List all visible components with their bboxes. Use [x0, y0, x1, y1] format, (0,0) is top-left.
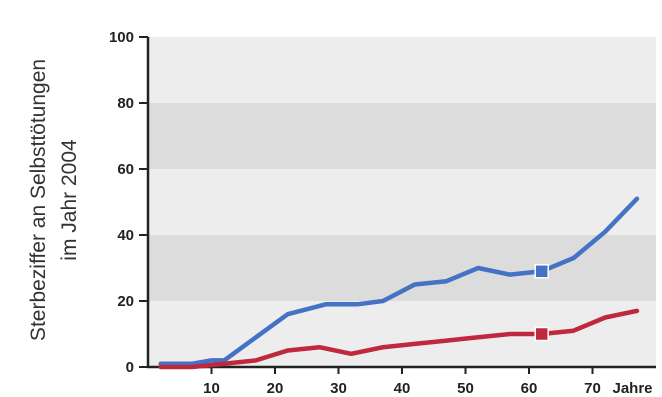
x-axis-ticks: 10 20 30 40 50 60 70 Jahre	[203, 367, 652, 397]
series-1-marker	[535, 328, 548, 341]
x-axis-unit-label: Jahre	[613, 380, 653, 397]
x-tick-label-70: 70	[584, 380, 601, 397]
y-tick-label-80: 80	[117, 95, 134, 112]
y-tick-label-60: 60	[117, 161, 134, 178]
y-axis-ticks: 0 20 40 60 80 100	[109, 29, 148, 376]
y-tick-label-20: 20	[117, 293, 134, 310]
plot-band-4	[148, 37, 656, 103]
x-tick-label-10: 10	[203, 380, 220, 397]
x-tick-label-30: 30	[330, 380, 347, 397]
plot-band-2	[148, 169, 656, 235]
y-tick-label-40: 40	[117, 227, 134, 244]
x-tick-label-20: 20	[267, 380, 284, 397]
plot-band-3	[148, 103, 656, 169]
y-axis-label-line-1: Sterbeziffer an Selbsttötungen	[27, 59, 50, 341]
y-tick-label-0: 0	[126, 359, 134, 376]
plot-bands	[148, 37, 656, 367]
y-axis-label-line-2: im Jahr 2004	[58, 139, 81, 261]
series-0-marker	[535, 265, 548, 278]
x-tick-label-60: 60	[521, 380, 538, 397]
x-tick-label-40: 40	[394, 380, 411, 397]
x-tick-label-50: 50	[457, 380, 474, 397]
y-tick-label-100: 100	[109, 29, 134, 46]
plot-band-0	[148, 301, 656, 367]
